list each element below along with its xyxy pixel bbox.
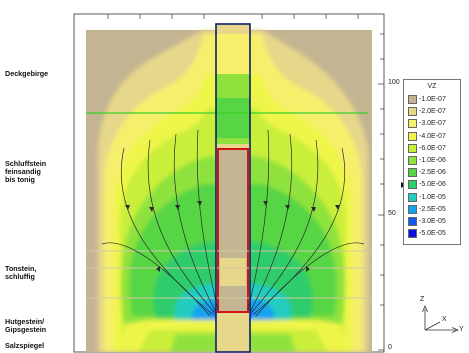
legend-entry: -3.0E-07 (408, 119, 460, 129)
depth-axis-ticks (378, 33, 384, 351)
seal-body (217, 148, 249, 313)
streamline (196, 129, 219, 311)
legend-swatch (408, 131, 417, 141)
legend-label: -3.0E-07 (419, 120, 446, 128)
streamline-arrow (285, 205, 290, 210)
layer-label-tonstein: Tonstein, schluffig (5, 264, 37, 281)
legend-entry: -4.0E-07 (408, 131, 460, 141)
coordinate-triad (422, 304, 460, 333)
legend-label: -2.0E-07 (419, 108, 446, 116)
legend-entry: -2.5E-06 (408, 168, 460, 178)
color-legend: VZ -1.0E-07 -2.0E-07 -3.0E-07 -4.0E-07 -6.0E… (403, 79, 461, 245)
legend-label: -6.0E-07 (419, 144, 446, 152)
layer-label-hutgestein: Hutgestein/ Gipsgestein (5, 317, 47, 334)
shaft-column-yellow (216, 34, 250, 74)
legend-swatch (408, 143, 417, 153)
legend-label: -1.0E-07 (419, 96, 446, 103)
legend-label: -3.0E-05 (419, 218, 446, 225)
layer-label-schluffstein: Schluffstein feinsandig bis tonig (5, 159, 47, 184)
streamline-arrow (263, 201, 268, 206)
triad-z-label: Z (420, 296, 425, 303)
legend-label: -5.0E-06 (419, 181, 446, 189)
streamline (255, 242, 365, 317)
streamline (101, 242, 211, 317)
legend-entry: -5.0E-05 (408, 229, 460, 239)
depth-tick-0: 0 (388, 344, 392, 351)
legend-label: -4.0E-07 (419, 132, 446, 140)
shaft-column-green-2 (216, 98, 250, 138)
triad-y-arrow-icon (451, 327, 460, 333)
legend-swatch (408, 95, 417, 104)
legend-swatch (408, 119, 417, 129)
streamline-arrow (175, 205, 180, 210)
shaft-outline (215, 23, 251, 353)
streamline-arrow (125, 205, 130, 210)
streamline (247, 129, 270, 311)
legend-entry: -1.0E-07 (408, 95, 460, 104)
legend-entry: -3.0E-05 (408, 217, 460, 226)
streamline-arrow (306, 266, 310, 272)
streamline (251, 139, 319, 313)
triad-y-label: Y (459, 326, 464, 333)
legend-label: -1.0E-05 (419, 193, 446, 201)
legend-swatch (408, 204, 417, 214)
top-axis-ticks (107, 14, 359, 19)
depth-tick-100: 100 (388, 79, 400, 86)
streamline-arrow (149, 207, 154, 212)
streamline (173, 133, 217, 313)
legend-label: -2.5E-06 (419, 169, 446, 177)
streamlines (101, 129, 365, 317)
legend-title: VZ (427, 83, 437, 90)
legend-swatch (408, 168, 417, 178)
legend-swatch (408, 217, 417, 226)
legend-entry: -1.0E-06 (408, 156, 460, 165)
triad-z-arrow-icon (422, 304, 428, 313)
legend-entry: -5.0E-06 (408, 180, 460, 190)
streamline-arrow (311, 207, 316, 212)
legend-entry: -1.0E-05 (408, 192, 460, 202)
legend-swatch (408, 107, 417, 117)
legend-swatch (408, 180, 417, 190)
depth-tick-50: 50 (388, 210, 396, 217)
streamline-arrow (156, 266, 160, 272)
triad-x-label: X (442, 316, 447, 323)
streamline-arrow (335, 205, 340, 210)
legend-label: -2.5E-05 (419, 205, 446, 213)
legend-entry: -2.5E-05 (408, 204, 460, 214)
legend-entry: -2.0E-07 (408, 107, 460, 117)
legend-swatch (408, 229, 417, 239)
streamline-arrow (197, 201, 202, 206)
seal-body-inner (220, 258, 246, 286)
contour-field (86, 24, 372, 352)
layer-label-salzspiegel: Salzspiegel (5, 341, 45, 350)
legend-label: -5.0E-05 (419, 230, 446, 238)
legend-label: -1.0E-06 (419, 157, 446, 164)
layer-label-deckgebirge: Deckgebirge (5, 69, 49, 78)
triad-x-axis (424, 321, 441, 331)
legend-swatch (408, 192, 417, 202)
streamline (147, 139, 215, 313)
legend-swatch (408, 156, 417, 165)
streamline (249, 133, 293, 313)
legend-entry: -6.0E-07 (408, 143, 460, 153)
